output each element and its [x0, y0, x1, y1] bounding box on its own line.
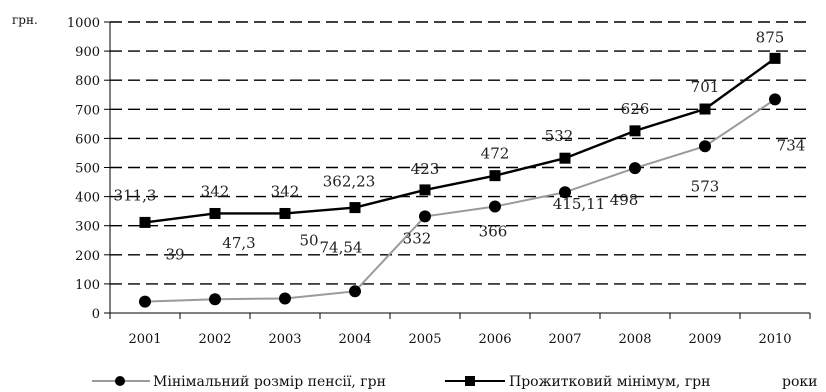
data-label: 532 — [545, 127, 574, 145]
legend-item-subsistence: Прожитковий мінімум, грн — [445, 374, 710, 390]
legend-marker-pension — [115, 376, 125, 386]
data-label: 47,3 — [222, 234, 255, 252]
data-label: 342 — [201, 182, 230, 200]
x-tick-label: 2001 — [128, 332, 161, 347]
data-label: 875 — [756, 28, 785, 46]
x-tick-label: 2004 — [338, 332, 371, 347]
data-label: 50 — [299, 231, 318, 249]
pension-point — [209, 293, 221, 306]
y-tick-label: 400 — [75, 191, 100, 206]
pension-point — [699, 140, 711, 153]
data-labels: 39 47,3 50 74,54 332 366 415,11 498 573 734 311,3 3… — [114, 28, 806, 263]
grid-lines — [110, 21, 810, 285]
data-label: 415,11 — [553, 195, 606, 213]
data-label: 626 — [621, 100, 650, 118]
data-label: 472 — [481, 145, 510, 163]
pension-point — [279, 292, 291, 305]
y-tick-label: 300 — [75, 220, 100, 235]
y-tick-label: 100 — [75, 278, 100, 293]
pension-point — [349, 285, 361, 298]
data-label: 701 — [691, 78, 720, 96]
x-tick-label: 2005 — [408, 332, 441, 347]
x-tick-label: 2009 — [688, 332, 721, 347]
x-tick-label: 2006 — [478, 332, 511, 347]
data-label: 39 — [165, 246, 184, 264]
data-label: 342 — [271, 182, 300, 200]
x-tick-label: 2002 — [198, 332, 231, 347]
legend: Мінімальний розмір пенсії, грн Прожитков… — [92, 374, 710, 390]
y-axis-unit-label: грн. — [12, 13, 38, 27]
series-line-0 — [144, 98, 776, 303]
x-tick-label: 2007 — [548, 332, 581, 347]
x-tick-label: 2003 — [268, 332, 301, 347]
pension-point — [559, 186, 571, 199]
subsistence-point — [769, 52, 781, 64]
x-axis: 2001 2002 2003 2004 2005 2006 2007 2008 2009 2010 — [109, 22, 811, 347]
subsistence-point — [209, 207, 221, 219]
subsistence-point — [139, 216, 151, 228]
y-tick-label: 0 — [92, 307, 100, 322]
y-tick-label: 1000 — [67, 16, 100, 31]
subsistence-point — [279, 207, 291, 219]
data-label: 332 — [403, 229, 432, 247]
pension-point — [769, 93, 781, 106]
legend-label-subsistence: Прожитковий мінімум, грн — [509, 374, 710, 390]
data-label: 311,3 — [114, 186, 157, 204]
y-tick-label: 900 — [75, 45, 100, 60]
x-axis-unit-label: роки — [782, 374, 817, 390]
data-label: 498 — [610, 191, 639, 209]
y-tick-label: 200 — [75, 249, 100, 264]
x-tick-label: 2010 — [758, 332, 791, 347]
y-tick-label: 500 — [75, 162, 100, 177]
data-label: 734 — [777, 136, 806, 154]
subsistence-point — [349, 202, 361, 214]
data-label: 362,23 — [323, 173, 376, 191]
data-label: 74,54 — [320, 238, 363, 256]
series-line-1 — [144, 57, 776, 224]
subsistence-point — [419, 184, 431, 196]
data-label: 423 — [411, 160, 440, 178]
data-label: 573 — [691, 177, 720, 195]
pension-point — [629, 162, 641, 175]
pension-point — [139, 295, 151, 308]
y-tick-label: 600 — [75, 132, 100, 147]
legend-label-pension: Мінімальний розмір пенсії, грн — [153, 374, 386, 390]
legend-marker-subsistence — [465, 376, 475, 386]
pension-point — [489, 200, 501, 213]
y-axis-ticks: 0 100 200 300 400 500 600 700 800 900 1000 — [67, 16, 110, 322]
legend-item-pension: Мінімальний розмір пенсії, грн — [92, 374, 386, 390]
subsistence-point — [489, 170, 501, 182]
pension-point — [419, 210, 431, 223]
subsistence-point — [629, 125, 641, 137]
data-label: 366 — [479, 222, 508, 240]
y-tick-label: 700 — [75, 103, 100, 118]
subsistence-point — [559, 152, 571, 164]
y-tick-label: 800 — [75, 74, 100, 89]
subsistence-point — [699, 103, 711, 115]
series-group — [139, 52, 781, 308]
x-tick-label: 2008 — [618, 332, 651, 347]
